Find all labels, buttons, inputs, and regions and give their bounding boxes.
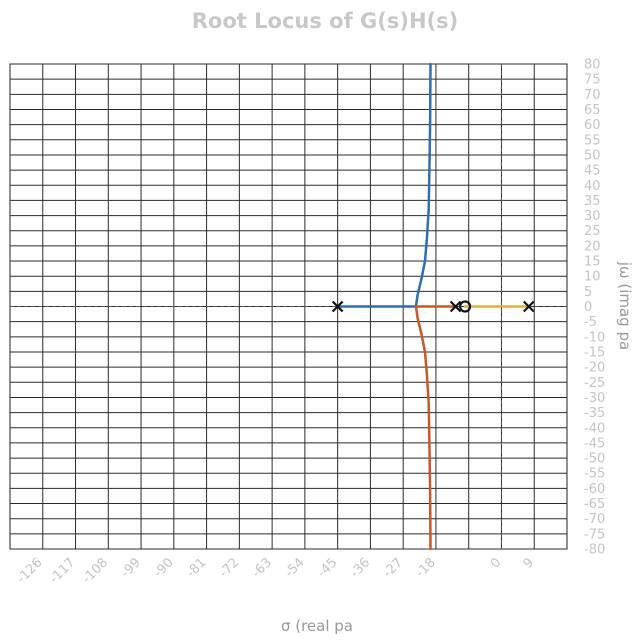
pole-stroke — [331, 300, 344, 313]
x-axis-label: σ (real pa — [281, 617, 353, 635]
pole-marker — [331, 300, 344, 313]
y-tick-label: 65 — [584, 103, 601, 118]
y-tick-label: 25 — [584, 224, 601, 239]
y-tick-label: -30 — [584, 391, 605, 406]
y-tick-label: 50 — [584, 148, 601, 163]
zero-marker — [458, 300, 472, 313]
y-tick-label: -55 — [584, 467, 605, 482]
y-tick-label: 10 — [584, 270, 601, 285]
x-tick-label: -18 — [413, 555, 439, 581]
y-tick-label: -15 — [584, 345, 605, 360]
y-tick-label: -45 — [584, 436, 605, 451]
y-tick-label: 70 — [584, 88, 601, 103]
locus-branch-2 — [414, 305, 457, 551]
x-tick-label: -126 — [14, 555, 45, 586]
x-tick-label: -90 — [151, 555, 177, 581]
markers-group — [331, 300, 535, 313]
x-tick-label: -45 — [315, 555, 341, 581]
y-tick-label: -10 — [584, 330, 605, 345]
y-tick-label: 20 — [584, 239, 601, 254]
y-tick-label: -75 — [584, 527, 605, 542]
y-tick-labels: 80757065605550454035302520151050-5-10-15… — [584, 58, 605, 558]
y-tick-label: -40 — [584, 421, 605, 436]
x-tick-label: 9 — [521, 555, 537, 571]
x-tick-label: -81 — [184, 555, 210, 581]
y-tick-label: 15 — [584, 255, 601, 270]
y-tick-label: 45 — [584, 164, 601, 179]
y-tick-label: -80 — [584, 543, 605, 558]
x-tick-label: -36 — [348, 555, 374, 581]
x-tick-label: -54 — [282, 555, 308, 581]
y-tick-label: 0 — [584, 300, 592, 315]
x-tick-label: -27 — [380, 555, 406, 581]
x-tick-label: 0 — [488, 555, 504, 571]
pole-marker — [522, 300, 535, 313]
x-tick-label: -117 — [47, 555, 78, 586]
y-tick-label: 5 — [584, 285, 592, 300]
y-tick-label: -50 — [584, 452, 605, 467]
y-tick-label: 30 — [584, 209, 601, 224]
x-tick-label: -72 — [217, 555, 243, 581]
x-tick-label: -63 — [249, 555, 275, 581]
y-tick-label: -25 — [584, 376, 605, 391]
y-tick-label: -35 — [584, 406, 605, 421]
y-tick-label: 35 — [584, 194, 601, 209]
y-tick-label: 40 — [584, 179, 601, 194]
chart-title: Root Locus of G(s)H(s) — [192, 9, 458, 33]
x-tick-label: -99 — [118, 555, 144, 581]
x-tick-label: -108 — [80, 555, 111, 586]
pole-stroke — [522, 300, 535, 313]
pole-stroke — [449, 300, 462, 313]
y-tick-label: 80 — [584, 58, 601, 73]
y-tick-label: 75 — [584, 73, 601, 88]
y-tick-label: -5 — [584, 315, 597, 330]
y-axis-label: jω (imag pa — [616, 261, 634, 350]
locus-branch-1 — [336, 62, 432, 308]
series-group — [336, 62, 531, 551]
y-tick-label: 55 — [584, 133, 601, 148]
y-tick-label: -60 — [584, 482, 605, 497]
y-tick-label: -65 — [584, 497, 605, 512]
pole-marker — [449, 300, 462, 313]
y-tick-label: -20 — [584, 361, 605, 376]
x-tick-labels: -126 -117 -108 -99 -90 -81 -72 -63 -54 -45 -36 -27-… — [14, 555, 537, 586]
y-tick-label: -70 — [584, 512, 605, 527]
y-tick-label: 60 — [584, 118, 601, 133]
